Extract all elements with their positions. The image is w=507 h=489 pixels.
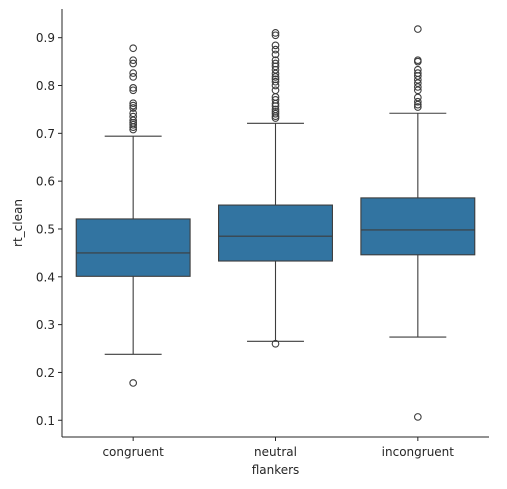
- x-tick-label: congruent: [102, 445, 164, 459]
- outlier-point: [271, 56, 280, 65]
- outlier-point: [129, 84, 138, 92]
- outlier-point: [129, 109, 138, 118]
- outlier-point: [413, 83, 422, 91]
- outlier-point: [413, 69, 422, 77]
- outlier-point: [129, 101, 138, 110]
- outlier-point: [129, 59, 138, 68]
- y-axis-label: rt_clean: [11, 199, 25, 247]
- outlier-point: [129, 69, 138, 77]
- y-tick-label: 0.2: [36, 366, 55, 380]
- outlier-point: [271, 69, 280, 78]
- outlier-point: [271, 77, 280, 86]
- outlier-point: [271, 50, 280, 59]
- outlier-point: [271, 59, 280, 68]
- iqr-box: [360, 197, 476, 256]
- y-tick-label: 0.8: [36, 79, 55, 93]
- x-ticks: congruent neutral incongruent: [102, 437, 454, 459]
- outlier-point: [129, 104, 138, 112]
- outlier-point: [129, 56, 138, 65]
- boxes-layer: [75, 25, 476, 421]
- x-tick-label: neutral: [254, 445, 297, 459]
- outlier-point: [271, 96, 280, 104]
- y-tick-label: 0.7: [36, 127, 55, 141]
- outlier-point: [271, 41, 280, 50]
- outlier-point: [271, 31, 280, 40]
- y-tick-label: 0.3: [36, 318, 55, 332]
- y-tick-label: 0.4: [36, 270, 55, 284]
- outlier-point: [271, 73, 280, 81]
- outlier-point: [271, 45, 280, 54]
- outlier-point: [413, 79, 422, 87]
- outlier-point: [271, 29, 280, 37]
- outlier-point: [271, 105, 280, 114]
- outlier-point: [413, 65, 422, 74]
- x-axis-label: flankers: [252, 463, 300, 477]
- outlier-point: [271, 86, 280, 95]
- outlier-point: [413, 100, 422, 109]
- outlier-point: [413, 56, 422, 65]
- box-neutral: [218, 29, 333, 348]
- outlier-point: [129, 116, 138, 125]
- outlier-point: [413, 413, 422, 421]
- outlier-point: [129, 73, 138, 81]
- outlier-point: [129, 86, 138, 95]
- y-tick-label: 0.5: [36, 222, 55, 236]
- outlier-point: [271, 339, 280, 348]
- box-congruent: [75, 44, 191, 387]
- iqr-box: [75, 218, 191, 277]
- y-tick-label: 0.9: [36, 31, 55, 45]
- box-incongruent: [360, 25, 476, 421]
- outlier-point: [413, 25, 422, 33]
- outlier-point: [413, 86, 422, 95]
- y-tick-label: 0.6: [36, 175, 55, 189]
- y-ticks: 0.1 0.2 0.3 0.4 0.5 0.6 0.7 0.8 0.9: [36, 31, 62, 428]
- outlier-point: [271, 75, 280, 84]
- x-tick-label: incongruent: [382, 445, 455, 459]
- outlier-point: [413, 93, 422, 102]
- outlier-point: [413, 97, 422, 106]
- outlier-point: [129, 99, 138, 108]
- y-tick-label: 0.1: [36, 414, 55, 428]
- iqr-box: [218, 204, 333, 262]
- outlier-point: [129, 379, 138, 387]
- outlier-point: [129, 44, 138, 53]
- outlier-point: [413, 103, 422, 111]
- outlier-point: [129, 112, 138, 121]
- outlier-point: [271, 107, 280, 116]
